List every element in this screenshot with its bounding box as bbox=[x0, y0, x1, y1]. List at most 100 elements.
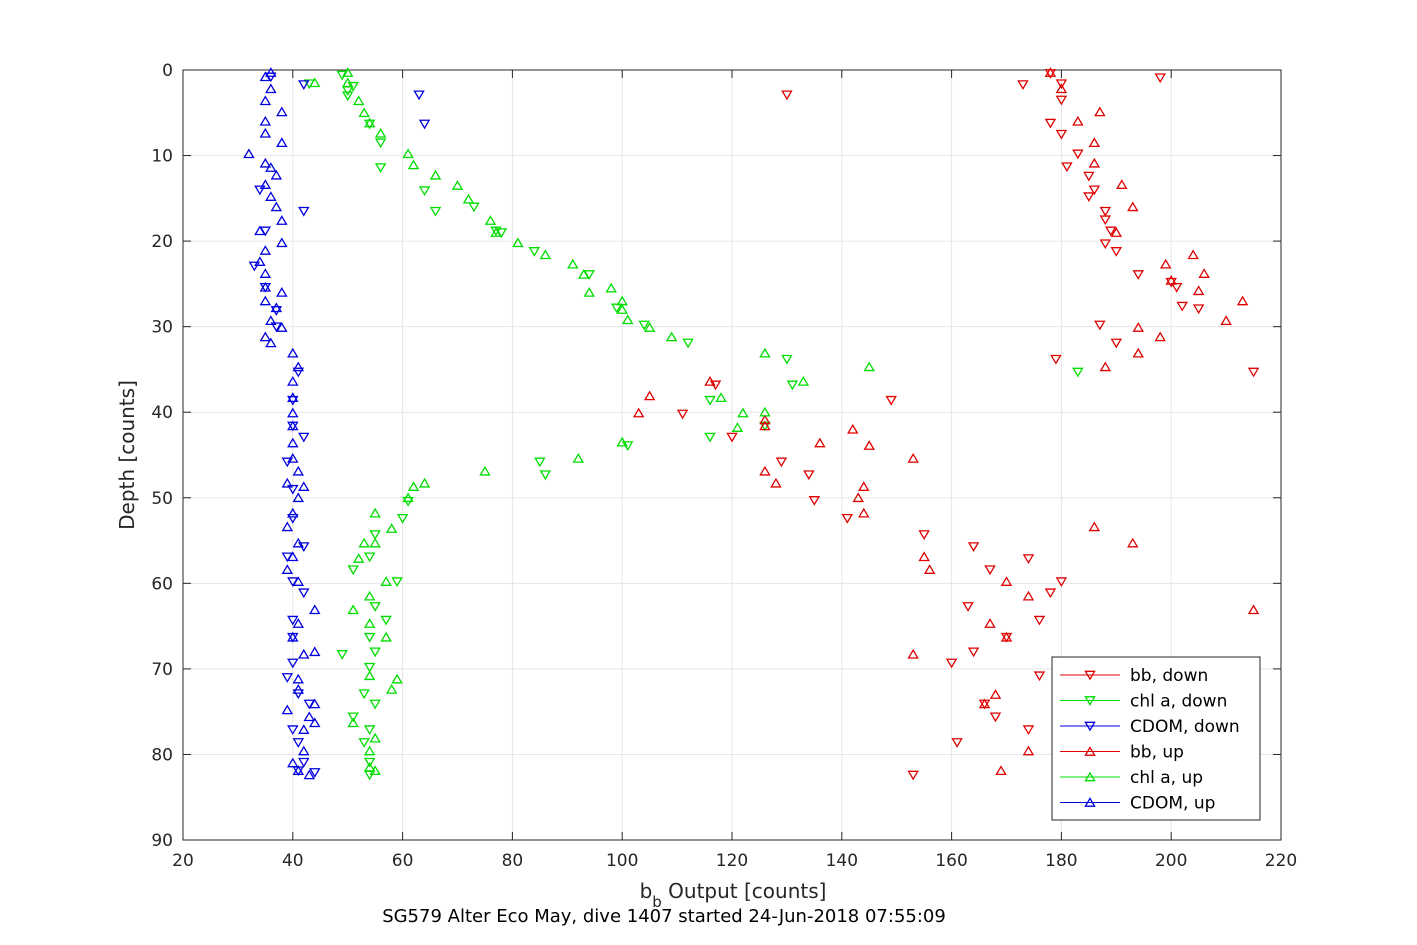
point-chl-a-down bbox=[418, 186, 431, 197]
point-bb-up bbox=[918, 551, 930, 562]
point-cdom-up bbox=[292, 765, 305, 776]
point-bb-down bbox=[1094, 320, 1106, 331]
point-chl-a-down bbox=[358, 738, 370, 748]
point-chl-a-up bbox=[402, 148, 414, 159]
x-tick-label: 200 bbox=[1155, 851, 1187, 871]
legend-label: CDOM, up bbox=[1130, 794, 1215, 814]
point-cdom-up bbox=[281, 477, 294, 488]
point-bb-down bbox=[781, 90, 793, 101]
point-cdom-down bbox=[287, 484, 299, 495]
point-cdom-down bbox=[298, 757, 310, 768]
point-bb-down bbox=[808, 496, 821, 506]
point-cdom-up bbox=[287, 437, 299, 448]
point-chl-a-down bbox=[363, 725, 376, 736]
point-chl-a-up bbox=[309, 77, 321, 88]
point-bb-down bbox=[1192, 304, 1205, 315]
y-tick-label: 60 bbox=[151, 574, 173, 594]
point-chl-a-down bbox=[369, 699, 381, 710]
point-cdom-up bbox=[276, 137, 288, 148]
legend-label: CDOM, down bbox=[1130, 717, 1240, 737]
point-cdom-down bbox=[281, 673, 294, 683]
point-cdom-up bbox=[265, 162, 277, 172]
point-cdom-up bbox=[309, 646, 321, 657]
point-bb-up bbox=[1000, 631, 1013, 642]
point-cdom-down bbox=[254, 185, 266, 196]
point-bb-up bbox=[759, 465, 771, 476]
x-tick-label: 220 bbox=[1265, 851, 1297, 871]
point-cdom-up bbox=[298, 648, 310, 659]
x-tick-label: 120 bbox=[716, 851, 748, 871]
point-bb-down bbox=[1105, 226, 1117, 237]
point-cdom-down bbox=[298, 588, 310, 599]
point-cdom-up bbox=[259, 71, 272, 82]
point-bb-down bbox=[1033, 615, 1046, 626]
point-bb-up bbox=[1154, 331, 1166, 342]
point-chl-a-down bbox=[363, 770, 376, 781]
point-cdom-up bbox=[292, 465, 305, 476]
point-bb-down bbox=[676, 409, 689, 420]
point-cdom-up bbox=[309, 717, 321, 728]
point-chl-a-down bbox=[363, 662, 376, 673]
point-bb-down bbox=[1083, 192, 1095, 203]
point-cdom-down bbox=[298, 206, 310, 217]
y-tick-label: 40 bbox=[151, 403, 173, 423]
point-chl-a-up bbox=[715, 392, 727, 403]
point-chl-a-down bbox=[534, 457, 546, 468]
point-chl-a-up bbox=[385, 523, 398, 533]
point-bb-down bbox=[1247, 367, 1260, 378]
point-chl-a-up bbox=[407, 481, 420, 491]
point-cdom-down bbox=[287, 395, 299, 406]
point-bb-up bbox=[1072, 115, 1084, 126]
point-chl-a-down bbox=[396, 513, 409, 524]
point-cdom-down bbox=[292, 689, 305, 700]
x-axis-label-main: b bbox=[640, 879, 653, 903]
legend-box bbox=[1051, 656, 1261, 821]
x-tick-label: 180 bbox=[1045, 851, 1077, 871]
point-bb-up bbox=[1044, 67, 1057, 77]
point-cdom-down bbox=[270, 306, 283, 316]
y-tick-label: 90 bbox=[151, 831, 173, 851]
point-chl-a-up bbox=[567, 258, 579, 269]
x-axis-label: bb Output [counts] bbox=[640, 879, 827, 911]
point-chl-a-up bbox=[759, 347, 771, 358]
point-bb-down bbox=[1061, 162, 1073, 173]
legend-label: bb, up bbox=[1130, 743, 1184, 763]
legend-item-bb-down: bb, down bbox=[1060, 666, 1208, 686]
point-cdom-up bbox=[287, 347, 299, 358]
point-chl-a-down bbox=[347, 712, 359, 723]
point-bb-up bbox=[643, 390, 656, 401]
point-bb-up bbox=[847, 423, 859, 434]
point-chl-a-down bbox=[468, 202, 480, 213]
point-bb-down bbox=[1083, 171, 1095, 182]
point-bb-down bbox=[945, 658, 958, 669]
legend-label: bb, down bbox=[1130, 666, 1208, 686]
point-bb-down bbox=[1055, 577, 1068, 588]
point-chl-a-down bbox=[374, 138, 387, 149]
x-tick-label: 40 bbox=[282, 851, 304, 871]
point-cdom-up bbox=[292, 683, 305, 694]
point-chl-a-down bbox=[347, 565, 359, 576]
point-cdom-up bbox=[259, 281, 272, 292]
point-cdom-down bbox=[270, 322, 283, 333]
point-bb-down bbox=[1055, 129, 1068, 140]
point-cdom-up bbox=[276, 237, 288, 248]
point-chl-a-up bbox=[347, 604, 359, 615]
data-points bbox=[243, 67, 1260, 781]
point-cdom-up bbox=[303, 711, 316, 722]
point-bb-up bbox=[858, 507, 870, 518]
legend-label: chl a, down bbox=[1130, 692, 1227, 712]
point-chl-a-down bbox=[369, 647, 381, 658]
legend-label: chl a, up bbox=[1130, 768, 1203, 788]
legend-item-cdom-down: CDOM, down bbox=[1060, 717, 1240, 737]
point-bb-up bbox=[1132, 322, 1144, 332]
point-cdom-up bbox=[243, 148, 255, 159]
point-bb-down bbox=[841, 513, 854, 524]
point-chl-a-down bbox=[336, 70, 348, 81]
point-bb-up bbox=[632, 407, 645, 418]
legend-marker bbox=[1084, 696, 1096, 706]
legend-marker bbox=[1084, 721, 1096, 732]
point-bb-down bbox=[1132, 270, 1144, 280]
legend-marker bbox=[1084, 670, 1096, 681]
point-bb-up bbox=[1132, 347, 1144, 358]
point-cdom-up bbox=[276, 106, 288, 117]
